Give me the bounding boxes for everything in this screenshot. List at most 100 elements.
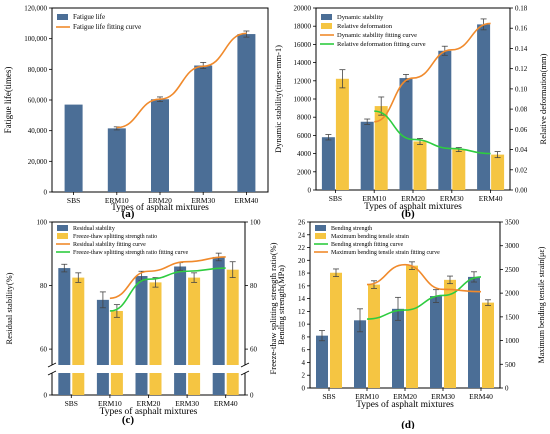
y2-tick-label: 0.04 bbox=[515, 146, 528, 154]
y-tick-label: 6000 bbox=[297, 132, 312, 140]
y2-tick-label: 0.06 bbox=[515, 126, 528, 134]
legend-swatch bbox=[321, 14, 332, 20]
y-tick-label: 100,000 bbox=[24, 35, 47, 43]
y2-tick-label: 500 bbox=[505, 361, 516, 369]
panel-b: Types of asphalt mixtures(b) 0 2000 4000 600… bbox=[273, 5, 548, 221]
bar-residual-stability bbox=[135, 276, 148, 395]
y2-tick-label: 3500 bbox=[505, 219, 520, 227]
legend-label: Relative deformation fitting curve bbox=[337, 41, 426, 48]
fit-line-relative-deformation-fitting-curve bbox=[374, 110, 491, 155]
panel-d: Types of asphalt mixtures(d)024681012141… bbox=[276, 219, 546, 432]
bar-relative-deformation bbox=[413, 141, 427, 190]
y-tick-label: 14 bbox=[298, 295, 306, 303]
bar-fatigue-life bbox=[107, 128, 126, 192]
y2-tick-label: 0.08 bbox=[515, 106, 528, 114]
bar-maximum-bending-tensile-strain bbox=[406, 265, 418, 388]
bar-residual-stability bbox=[58, 268, 71, 395]
x-axis-label: Types of asphalt mixtures bbox=[356, 399, 454, 410]
y2-tick-label: 0.10 bbox=[515, 85, 528, 93]
legend-label: Bending strength bbox=[331, 226, 372, 232]
y-tick-label: 4000 bbox=[297, 150, 312, 158]
y-tick-label: 14000 bbox=[294, 59, 312, 67]
bar-maximum-bending-tensile-strain bbox=[482, 302, 494, 388]
x-tick-label: ERM20 bbox=[393, 392, 417, 401]
legend-swatch bbox=[321, 23, 332, 29]
bar-residual-stability bbox=[212, 256, 225, 395]
y-tick-label: 12 bbox=[298, 308, 306, 316]
bar-relative-deformation bbox=[491, 154, 505, 190]
y-tick-label: 10 bbox=[298, 321, 306, 329]
x-tick-label: ERM20 bbox=[137, 399, 161, 408]
bar-dynamic-stability bbox=[360, 121, 374, 190]
legend-label: Maximum bending tensile strain bbox=[331, 234, 409, 240]
legend-label: Relative deformation bbox=[337, 23, 393, 30]
bar-freeze-thaw-splitting-strength-ratio bbox=[226, 269, 239, 395]
legend-label: Fatigue life bbox=[73, 13, 105, 21]
fit-line-residual-stability-fitting-curve bbox=[109, 256, 226, 300]
x-tick-label: ERM40 bbox=[214, 399, 238, 408]
y2-tick-label: 80 bbox=[250, 282, 258, 290]
legend-label: Fatigue life fitting curve bbox=[73, 23, 141, 31]
y-tick-label: 60,000 bbox=[28, 97, 48, 105]
bar-relative-deformation bbox=[374, 106, 388, 190]
x-axis-label: Types of asphalt mixtures bbox=[364, 201, 462, 212]
bar-maximum-bending-tensile-strain bbox=[368, 284, 380, 388]
y-axis-label: Fatigue life(times) bbox=[3, 67, 13, 134]
y2-tick-label: 2000 bbox=[505, 290, 520, 298]
y2-tick-label: 0.16 bbox=[515, 25, 528, 33]
legend-swatch bbox=[57, 225, 68, 231]
legend-label: Maximum bending tensile strain fitting c… bbox=[331, 249, 440, 256]
x-tick-label: ERM30 bbox=[431, 392, 455, 401]
bar-fatigue-life bbox=[151, 99, 169, 192]
x-tick-label: ERM30 bbox=[440, 194, 464, 203]
x-tick-label: SBS bbox=[65, 399, 78, 408]
y2-tick-label: 1000 bbox=[505, 337, 520, 345]
y-tick-label: 16 bbox=[298, 282, 306, 290]
bar-relative-deformation bbox=[452, 149, 466, 190]
y-tick-label: 18 bbox=[298, 270, 306, 278]
x-tick-label: ERM20 bbox=[148, 196, 172, 205]
x-tick-label: ERM20 bbox=[401, 194, 425, 203]
fit-line-dynamic-stability-fitting-curve bbox=[374, 22, 491, 123]
bar-dynamic-stability bbox=[321, 137, 335, 190]
x-tick-label: ERM40 bbox=[469, 392, 493, 401]
y2-tick-label: 0.00 bbox=[515, 187, 528, 195]
y2-axis-label: Maximum bending tensile strain(με) bbox=[537, 246, 546, 363]
bar-dynamic-stability bbox=[399, 78, 413, 190]
x-tick-label: SBS bbox=[329, 194, 342, 203]
y-tick-label: 2000 bbox=[297, 168, 312, 176]
y2-tick-label: 100 bbox=[250, 219, 261, 227]
bar-bending-strength bbox=[430, 296, 442, 388]
bar-fatigue-life bbox=[64, 104, 83, 192]
x-tick-label: ERM10 bbox=[362, 194, 386, 203]
break-mark bbox=[240, 362, 250, 368]
y-tick-label: 24 bbox=[298, 231, 306, 239]
x-tick-label: ERM10 bbox=[98, 399, 122, 408]
fit-line-freeze-thaw-splitting-strength-ratio-fitting-curve bbox=[109, 267, 226, 312]
y-tick-label: 100 bbox=[37, 219, 48, 227]
y2-axis-label: Freeze-thaw splitting strength ratio(%) bbox=[268, 242, 278, 374]
legend-label: Bending strength fitting curve bbox=[331, 241, 403, 248]
y-tick-label: 20,000 bbox=[28, 158, 48, 166]
y-tick-label: 6 bbox=[302, 346, 306, 354]
bar-maximum-bending-tensile-strain bbox=[330, 272, 342, 388]
fit-line-bending-strength-fitting-curve bbox=[366, 276, 482, 320]
panel-label: (a) bbox=[122, 208, 135, 220]
legend-swatch bbox=[315, 233, 326, 239]
y-tick-label: 0 bbox=[44, 189, 48, 197]
legend-label: Dynamic stability fitting curve bbox=[337, 32, 417, 39]
y2-tick-label: 1500 bbox=[505, 313, 520, 321]
y-tick-label: 40,000 bbox=[28, 127, 48, 135]
y-tick-label: 20000 bbox=[294, 5, 312, 13]
y-tick-label: 0 bbox=[308, 187, 312, 195]
legend-swatch bbox=[57, 14, 68, 20]
bar-freeze-thaw-splitting-strength-ratio bbox=[188, 277, 201, 395]
bar-bending-strength bbox=[316, 335, 328, 388]
y2-tick-label: 0.02 bbox=[515, 166, 528, 174]
y2-tick-label: 3000 bbox=[505, 242, 520, 250]
y-tick-label: 18000 bbox=[294, 23, 312, 31]
bar-fatigue-life bbox=[237, 34, 256, 192]
legend-label: Residual stability bbox=[73, 226, 115, 232]
x-axis-label: Types of asphalt mixtures bbox=[111, 202, 209, 213]
